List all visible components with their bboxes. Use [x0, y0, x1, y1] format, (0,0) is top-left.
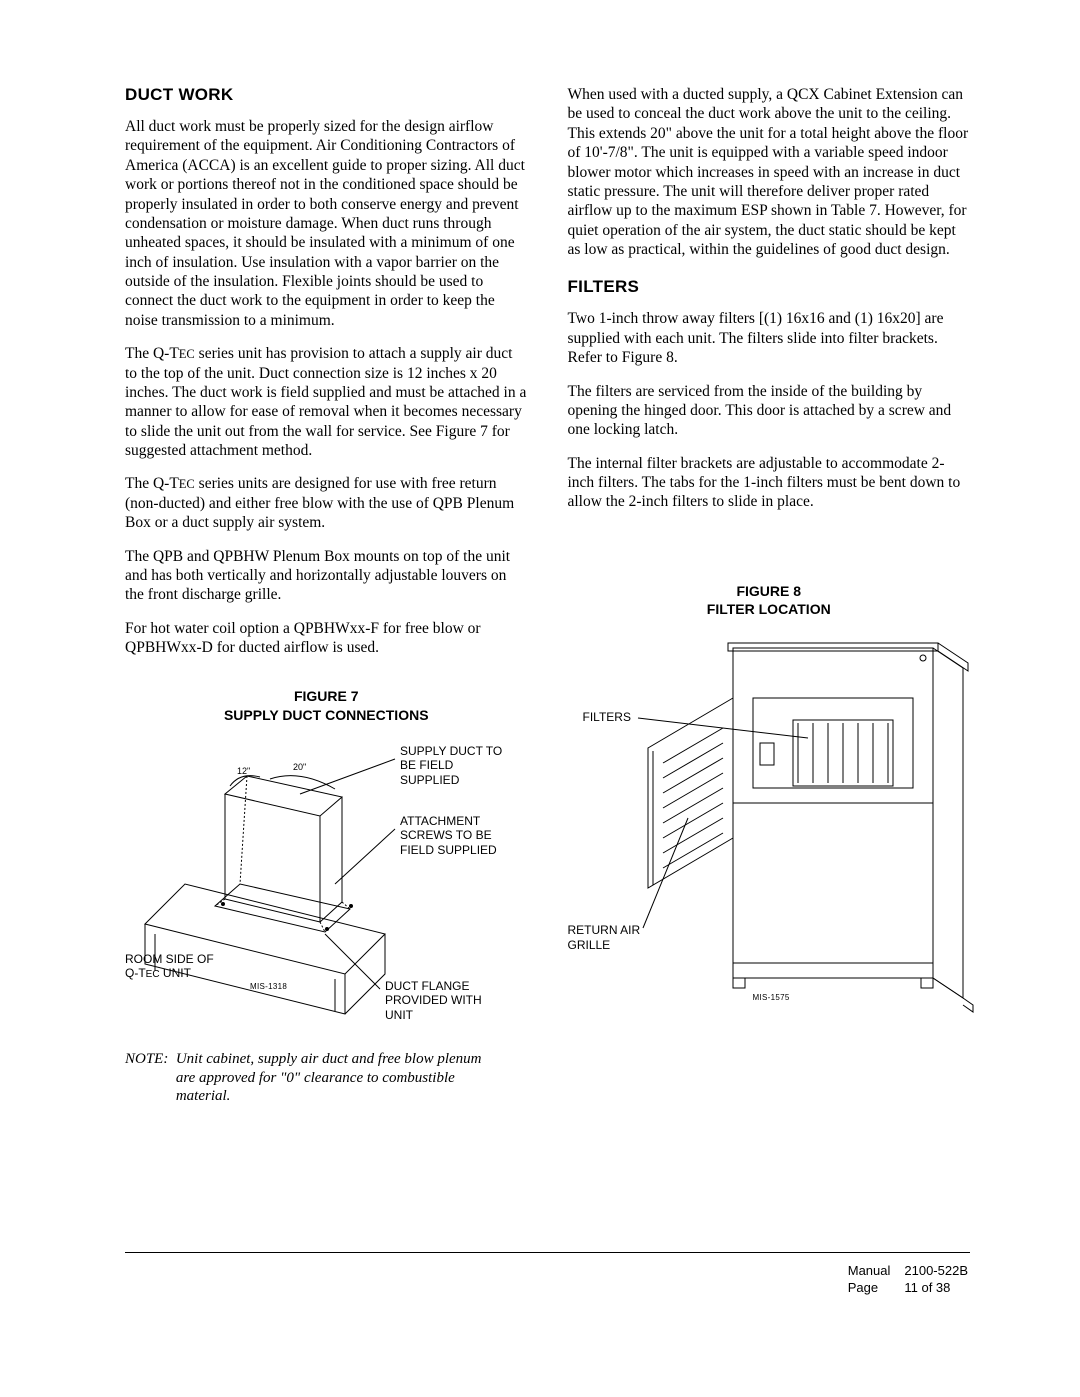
footer-page-label: Page [836, 1280, 891, 1295]
fig8-label-return: RETURN AIR GRILLE [568, 923, 658, 952]
fig7-drawing-id: MIS-1318 [250, 982, 287, 992]
right-column: When used with a ducted supply, a QCX Ca… [568, 85, 971, 1106]
duct-work-p1: All duct work must be properly sized for… [125, 117, 528, 330]
page-footer: Manual2100-522B Page11 of 38 [125, 1252, 970, 1297]
fig7-dim2: 20" [293, 762, 306, 772]
figure7-title: FIGURE 7 SUPPLY DUCT CONNECTIONS [125, 687, 528, 723]
duct-work-p4: The QPB and QPBHW Plenum Box mounts on t… [125, 547, 528, 605]
footer-manual-label: Manual [836, 1263, 891, 1278]
fig7-label-supply-duct: SUPPLY DUCT TO BE FIELD SUPPLIED [400, 744, 510, 787]
figure7-note: NOTE: Unit cabinet, supply air duct and … [125, 1050, 528, 1106]
duct-work-heading: DUCT WORK [125, 85, 528, 105]
fig7-dim1: 12" [237, 766, 250, 776]
duct-work-p5: For hot water coil option a QPBHWxx-F fo… [125, 619, 528, 658]
duct-work-p3: The Q-TEC series units are designed for … [125, 474, 528, 532]
fig7-label-attachment: ATTACHMENT SCREWS TO BE FIELD SUPPLIED [400, 814, 510, 857]
duct-work-p2: The Q-TEC series unit has provision to a… [125, 344, 528, 460]
fig8-label-filters: FILTERS [583, 710, 631, 724]
filters-heading: FILTERS [568, 277, 971, 297]
fig7-label-room-side: ROOM SIDE OF Q-TEC UNIT [125, 952, 245, 981]
filters-p4: The internal filter brackets are adjusta… [568, 454, 971, 512]
figure8-title: FIGURE 8 FILTER LOCATION [568, 582, 971, 618]
filters-p3: The filters are serviced from the inside… [568, 382, 971, 440]
fig8-svg [568, 628, 988, 1018]
figure8-drawing: FILTERS RETURN AIR GRILLE MIS-1575 [568, 628, 971, 1028]
figure7-drawing: SUPPLY DUCT TO BE FIELD SUPPLIED ATTACHM… [125, 734, 528, 1044]
footer-manual-number: 2100-522B [892, 1263, 968, 1278]
filters-p2: Two 1-inch throw away filters [(1) 16x16… [568, 309, 971, 367]
left-column: DUCT WORK All duct work must be properly… [125, 85, 528, 1106]
footer-page-number: 11 of 38 [892, 1280, 968, 1295]
fig7-label-flange: DUCT FLANGE PROVIDED WITH UNIT [385, 979, 505, 1022]
right-p1: When used with a ducted supply, a QCX Ca… [568, 85, 971, 259]
fig8-drawing-id: MIS-1575 [753, 993, 790, 1003]
